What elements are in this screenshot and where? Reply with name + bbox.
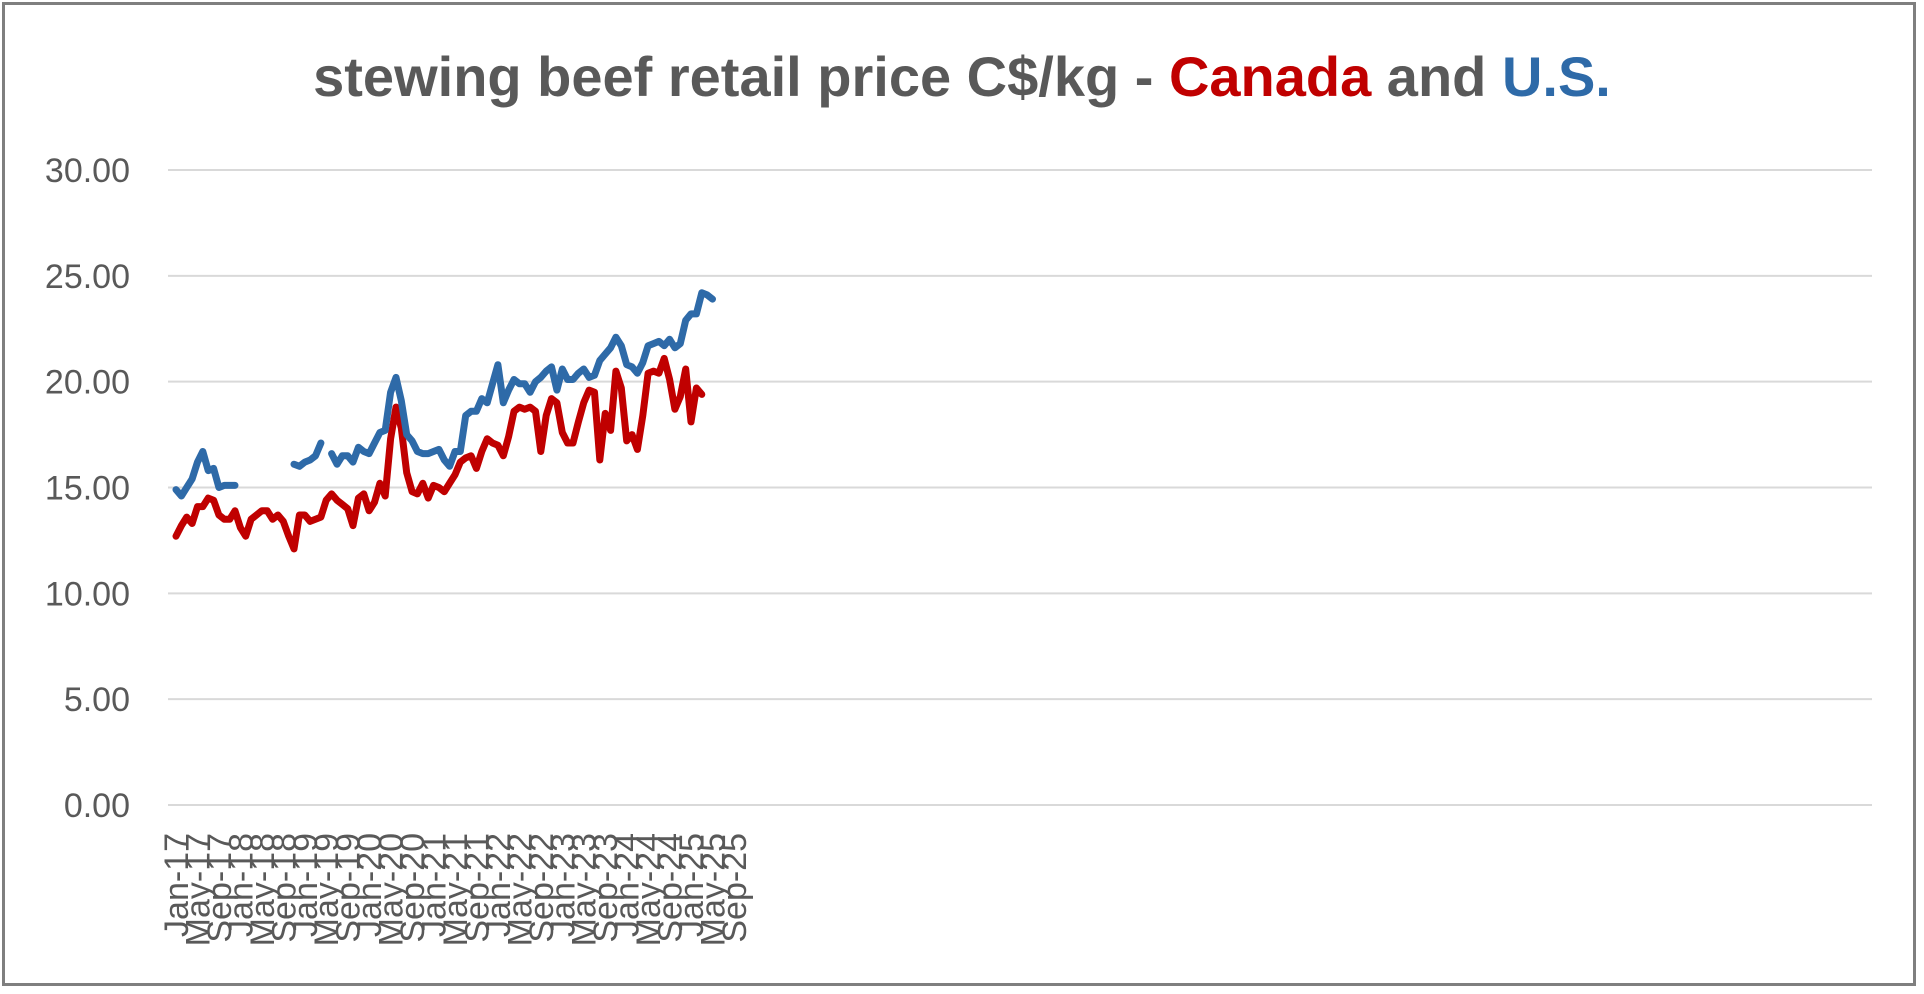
y-tick-label: 5.00 xyxy=(64,681,130,719)
x-tick-label: Sep-19 xyxy=(330,833,368,943)
title-and: and xyxy=(1371,45,1502,108)
title-prefix: stewing beef retail price C$/kg - xyxy=(313,45,1169,108)
series-lines xyxy=(172,289,716,553)
x-tick-label: May-18 xyxy=(244,833,282,946)
x-tick-label: May-23 xyxy=(566,833,604,946)
x-tick-label: May-21 xyxy=(437,833,475,946)
x-tick-label: Sep-25 xyxy=(716,833,754,943)
y-axis-ticks: 0.00 5.00 10.00 15.00 20.00 25.00 30.00 xyxy=(45,152,130,825)
x-tick-label: May-19 xyxy=(308,833,346,946)
x-tick-label: Jan-21 xyxy=(416,833,454,937)
x-tick-label: May-17 xyxy=(179,833,217,946)
x-tick-label: Jan-22 xyxy=(480,833,518,937)
y-tick-label: 0.00 xyxy=(64,787,130,825)
x-tick-label: May-24 xyxy=(630,833,668,946)
x-tick-label: May-20 xyxy=(373,833,411,946)
x-tick-label: Sep-24 xyxy=(652,833,690,943)
x-tick-label: Jan-25 xyxy=(673,833,711,937)
x-tick-label: Sep-21 xyxy=(458,833,496,943)
y-tick-label: 20.00 xyxy=(45,364,130,402)
x-tick-label: Sep-20 xyxy=(394,833,432,943)
title-us: U.S. xyxy=(1501,45,1611,108)
y-tick-label: 10.00 xyxy=(45,575,130,613)
x-tick-label: Sep-23 xyxy=(587,833,625,943)
x-tick-label: Jan-20 xyxy=(351,833,389,937)
x-axis-ticks: Jan-17May-17Sep-17Jan-18May-18Sep-18Jan-… xyxy=(158,833,754,946)
series-line-canada xyxy=(172,354,706,553)
y-tick-label: 15.00 xyxy=(45,470,130,508)
x-tick-label: Jan-24 xyxy=(609,833,647,937)
gridlines xyxy=(168,169,1872,806)
y-tick-label: 30.00 xyxy=(45,152,130,190)
y-tick-label: 25.00 xyxy=(45,258,130,296)
x-tick-label: May-22 xyxy=(501,833,539,946)
chart-title: stewing beef retail price C$/kg - Canada… xyxy=(0,44,1924,109)
x-tick-label: Jan-23 xyxy=(544,833,582,937)
x-tick-label: Sep-17 xyxy=(201,833,239,943)
x-tick-label: Jan-19 xyxy=(287,833,325,937)
title-canada: Canada xyxy=(1168,45,1372,108)
x-tick-label: Sep-18 xyxy=(265,833,303,943)
x-tick-label: Jan-17 xyxy=(158,833,196,937)
x-tick-label: Jan-18 xyxy=(222,833,260,937)
x-tick-label: Sep-22 xyxy=(523,833,561,943)
x-tick-label: May-25 xyxy=(695,833,733,946)
series-line-us xyxy=(172,289,716,500)
